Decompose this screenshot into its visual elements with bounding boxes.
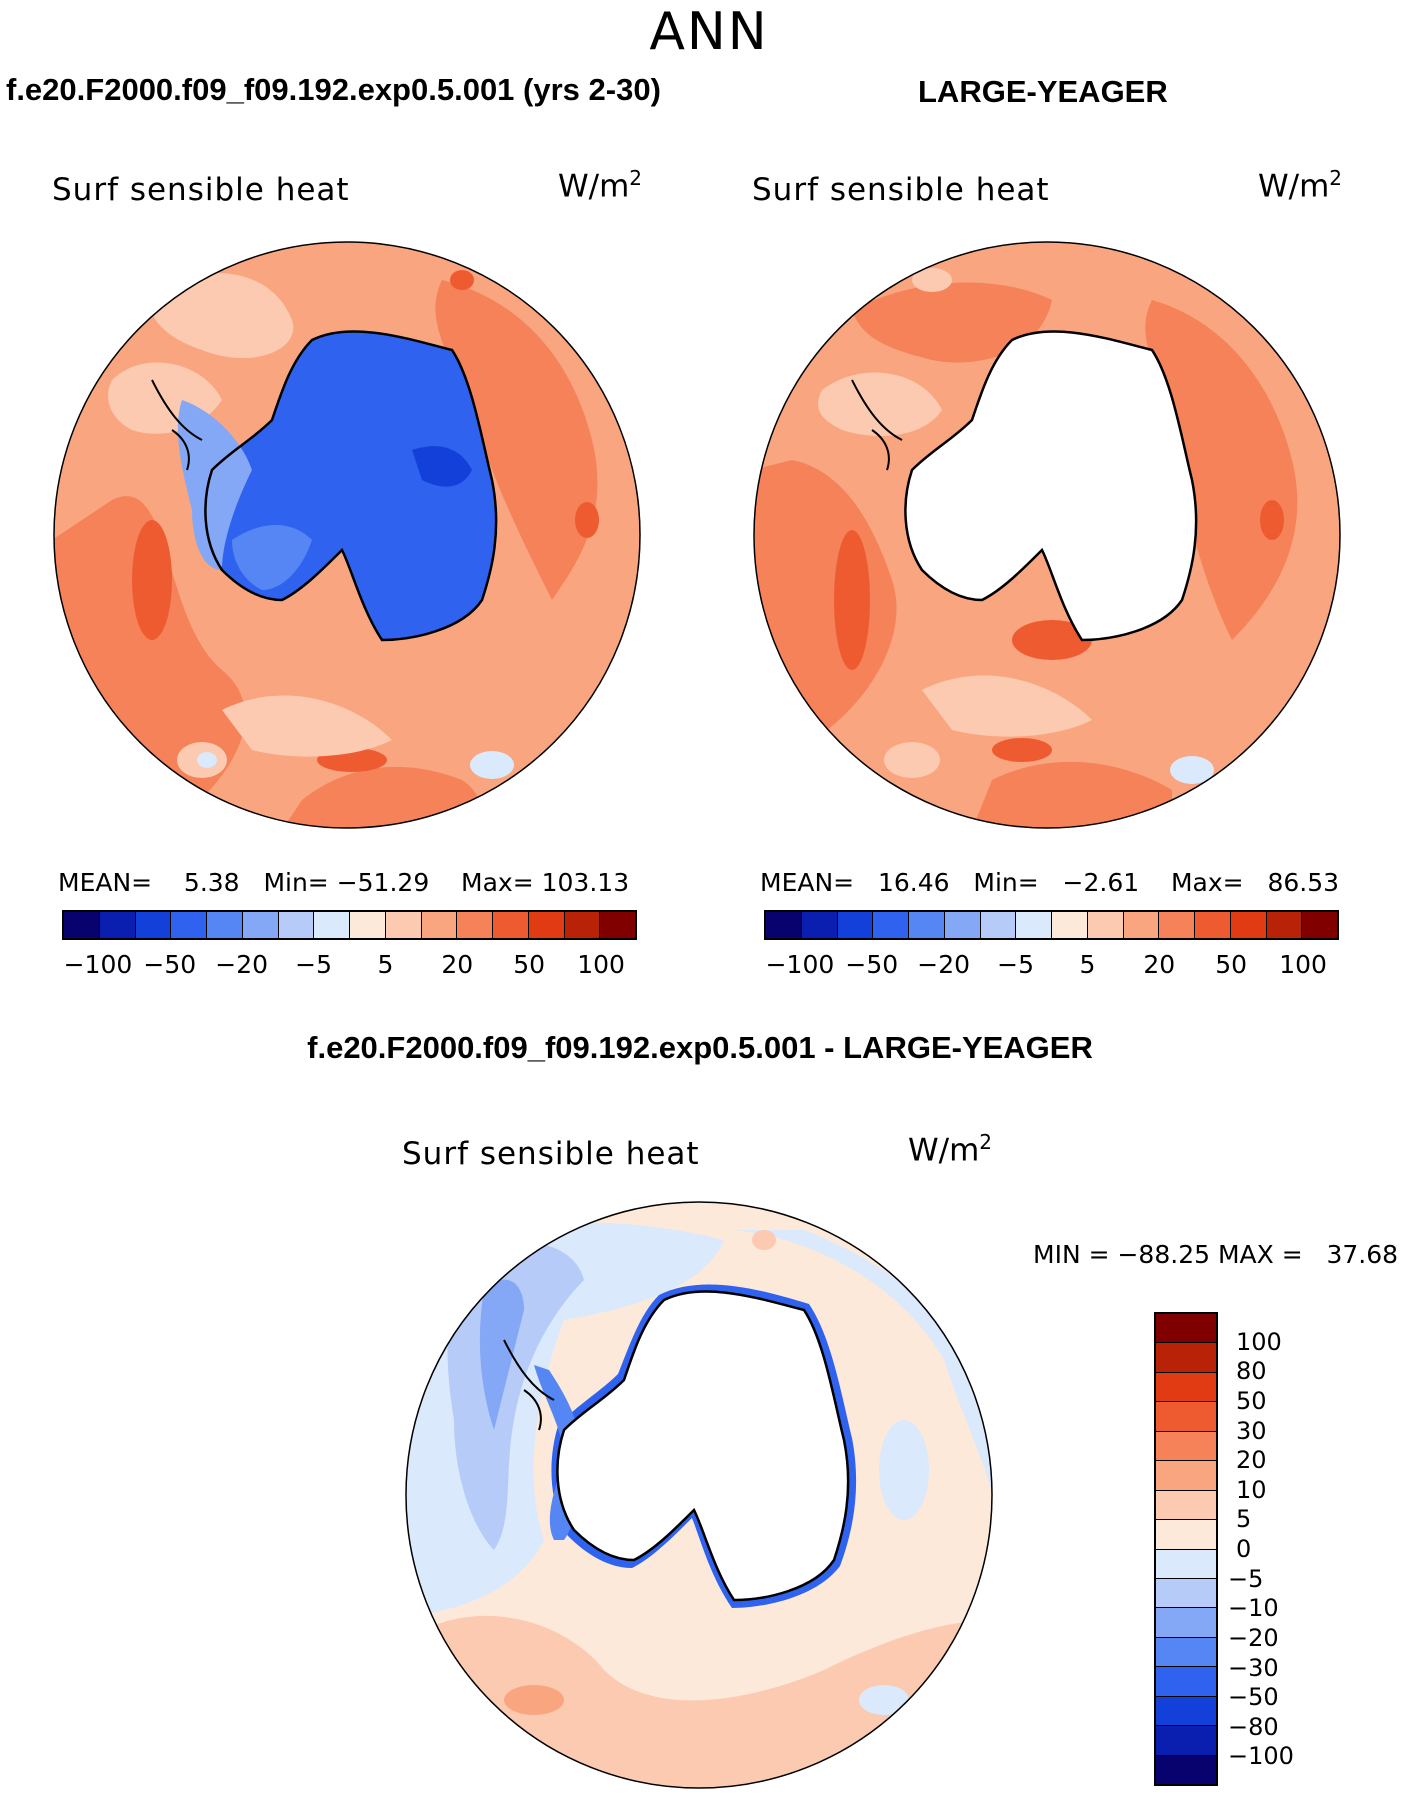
panel-1-polar-map	[53, 241, 641, 829]
colorbar-tick-label: 50	[513, 950, 546, 979]
colorbar-tick-label: −5	[997, 950, 1034, 979]
colorbar-tick-label: 20	[1143, 950, 1176, 979]
panel-2-units: W/m2	[1258, 166, 1343, 205]
colorbar-swatch	[980, 912, 1017, 938]
panel-1-colorbar	[62, 910, 637, 940]
colorbar-tick-label: −5	[1228, 1564, 1264, 1593]
colorbar-tick-label: −80	[1228, 1712, 1279, 1741]
colorbar-tick-label: 20	[1236, 1446, 1267, 1475]
diff-colorbar	[1154, 1312, 1218, 1786]
colorbar-swatch	[1156, 1667, 1216, 1697]
colorbar-swatch	[1087, 912, 1124, 938]
colorbar-tick-label: 100	[577, 950, 625, 979]
colorbar-swatch	[1156, 1402, 1216, 1432]
colorbar-swatch	[242, 912, 279, 938]
colorbar-swatch	[64, 912, 100, 938]
colorbar-swatch	[207, 912, 243, 938]
colorbar-tick-label: −5	[295, 950, 332, 979]
colorbar-tick-label: −20	[1228, 1623, 1279, 1652]
colorbar-swatch	[873, 912, 909, 938]
colorbar-swatch	[314, 912, 350, 938]
colorbar-swatch	[1156, 1372, 1216, 1403]
colorbar-swatch	[385, 912, 422, 938]
colorbar-tick-label: −30	[1228, 1653, 1279, 1682]
colorbar-tick-label: −20	[215, 950, 269, 979]
panel-2-stats: MEAN= 16.46 Min= −2.61 Max= 86.53	[760, 868, 1340, 897]
diff-variable-label: Surf sensible heat	[402, 1136, 700, 1172]
colorbar-swatch	[600, 912, 635, 938]
colorbar-swatch	[1159, 912, 1195, 938]
colorbar-tick-label: 0	[1236, 1535, 1252, 1563]
colorbar-tick-label: 5	[1079, 950, 1096, 979]
colorbar-swatch	[135, 912, 172, 938]
colorbar-swatch	[1156, 1314, 1216, 1344]
colorbar-swatch	[1156, 1490, 1216, 1521]
colorbar-swatch	[171, 912, 207, 938]
colorbar-tick-label: 50	[1215, 950, 1248, 979]
colorbar-tick-label: −100	[765, 950, 835, 979]
colorbar-swatch	[457, 912, 493, 938]
panel-1-variable-label: Surf sensible heat	[52, 172, 350, 208]
panel-2-case-title: LARGE-YEAGER	[918, 74, 1168, 109]
colorbar-swatch	[1230, 912, 1267, 938]
diff-units: W/m2	[908, 1130, 993, 1169]
colorbar-swatch	[801, 912, 838, 938]
panel-1-units: W/m2	[558, 166, 643, 205]
colorbar-tick-label: 100	[1279, 950, 1327, 979]
colorbar-swatch	[1156, 1343, 1216, 1373]
colorbar-swatch	[944, 912, 981, 938]
colorbar-tick-label: −50	[845, 950, 899, 979]
colorbar-tick-label: −100	[1228, 1742, 1294, 1771]
colorbar-swatch	[564, 912, 601, 938]
panel-2-variable-label: Surf sensible heat	[752, 172, 1050, 208]
colorbar-swatch	[350, 912, 386, 938]
colorbar-swatch	[1156, 1461, 1216, 1491]
diff-polar-map	[405, 1201, 993, 1789]
colorbar-swatch	[1052, 912, 1088, 938]
colorbar-swatch	[1016, 912, 1052, 938]
panel-1-stats: MEAN= 5.38 Min= −51.29 Max= 103.13	[58, 868, 630, 897]
diff-colorbar-ticks: 100 80 50 30 20 10 5 0 −5 −10 −20 −30 −50 −80 −100	[1228, 1312, 1356, 1786]
panel-1-case-title: f.e20.F2000.f09_f09.192.exp0.5.001 (yrs …	[6, 72, 661, 107]
colorbar-tick-label: −50	[1228, 1683, 1279, 1712]
colorbar-swatch	[528, 912, 565, 938]
diff-minmax-label: MIN = −88.25 MAX = 37.68	[1033, 1240, 1399, 1269]
page-title: ANN	[649, 2, 769, 62]
colorbar-tick-label: 30	[1236, 1416, 1267, 1445]
colorbar-tick-label: 80	[1236, 1357, 1267, 1386]
colorbar-swatch	[1266, 912, 1303, 938]
colorbar-tick-label: −100	[63, 950, 133, 979]
colorbar-tick-label: 10	[1236, 1475, 1267, 1504]
colorbar-swatch	[909, 912, 945, 938]
colorbar-swatch	[1123, 912, 1160, 938]
colorbar-swatch	[99, 912, 136, 938]
colorbar-swatch	[1156, 1431, 1216, 1462]
colorbar-swatch	[766, 912, 802, 938]
colorbar-swatch	[837, 912, 874, 938]
colorbar-swatch	[421, 912, 458, 938]
colorbar-swatch	[1156, 1755, 1216, 1784]
colorbar-tick-label: 50	[1236, 1386, 1267, 1415]
colorbar-swatch	[1302, 912, 1337, 938]
colorbar-swatch	[278, 912, 315, 938]
colorbar-swatch	[1156, 1608, 1216, 1638]
colorbar-tick-label: 5	[1236, 1505, 1252, 1534]
colorbar-swatch	[1156, 1726, 1216, 1756]
colorbar-tick-label: −50	[143, 950, 197, 979]
colorbar-swatch	[1156, 1549, 1216, 1579]
colorbar-swatch	[1156, 1637, 1216, 1668]
colorbar-tick-label: −20	[917, 950, 971, 979]
colorbar-tick-label: 5	[377, 950, 394, 979]
panel-2-polar-map	[753, 241, 1341, 829]
colorbar-swatch	[1156, 1696, 1216, 1727]
colorbar-tick-label: −10	[1228, 1594, 1279, 1623]
diff-title: f.e20.F2000.f09_f09.192.exp0.5.001 - LAR…	[307, 1030, 1093, 1065]
panel-2-colorbar	[764, 910, 1339, 940]
colorbar-swatch	[1156, 1520, 1216, 1550]
colorbar-tick-label: 100	[1236, 1327, 1282, 1356]
colorbar-swatch	[493, 912, 529, 938]
colorbar-swatch	[1195, 912, 1231, 938]
colorbar-swatch	[1156, 1578, 1216, 1609]
colorbar-tick-label: 20	[441, 950, 474, 979]
